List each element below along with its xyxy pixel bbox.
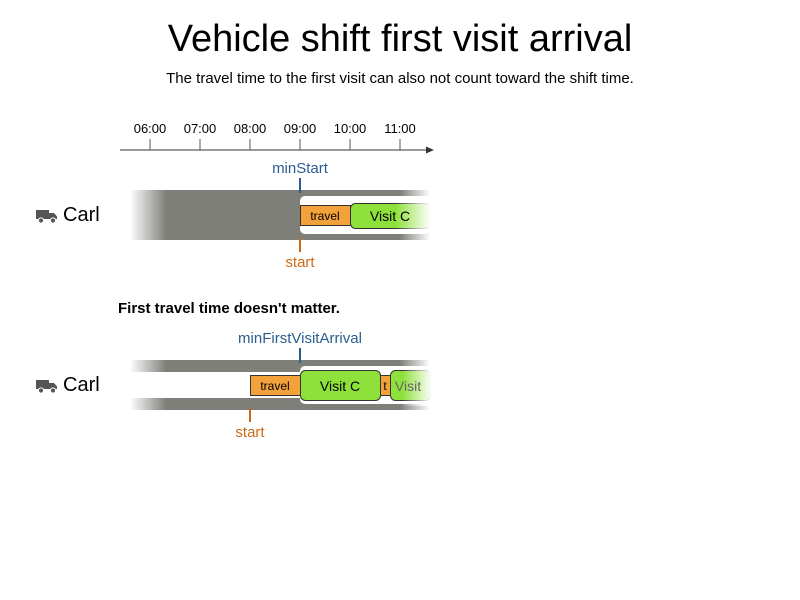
row2-travel-short-label: t bbox=[383, 379, 387, 393]
section-heading: First travel time doesn't matter. bbox=[118, 300, 340, 317]
row1-travel-label: travel bbox=[310, 209, 339, 223]
tick-label: 09:00 bbox=[283, 121, 317, 136]
time-axis bbox=[120, 139, 434, 154]
start-label: start bbox=[285, 254, 315, 271]
truck-icon bbox=[36, 207, 58, 224]
row2-travel-label: travel bbox=[260, 379, 289, 393]
minstart-label: minStart bbox=[272, 160, 328, 177]
start-label: start bbox=[235, 424, 265, 441]
row2-visit2-label: Visit bbox=[395, 378, 421, 394]
tick-label: 08:00 bbox=[233, 121, 267, 136]
row1-visit-label: Visit C bbox=[370, 208, 410, 224]
truck-icon bbox=[36, 377, 58, 394]
row1-shift bbox=[130, 178, 431, 252]
row2-vehicle-name: Carl bbox=[63, 373, 100, 396]
row2-visit-label: Visit C bbox=[320, 378, 360, 394]
page-subtitle: The travel time to the first visit can a… bbox=[166, 70, 634, 87]
tick-label: 06:00 bbox=[133, 121, 167, 136]
row2-shift bbox=[130, 348, 432, 422]
tick-label: 11:00 bbox=[384, 121, 416, 136]
row1-vehicle-name: Carl bbox=[63, 203, 100, 226]
row2-vehicle: Carl bbox=[36, 373, 100, 397]
page-title: Vehicle shift first visit arrival bbox=[167, 18, 633, 60]
tick-label: 10:00 bbox=[333, 121, 367, 136]
tick-label: 07:00 bbox=[183, 121, 217, 136]
minfirstvisitarrival-label: minFirstVisitArrival bbox=[238, 330, 362, 347]
row1-vehicle: Carl bbox=[36, 203, 100, 227]
